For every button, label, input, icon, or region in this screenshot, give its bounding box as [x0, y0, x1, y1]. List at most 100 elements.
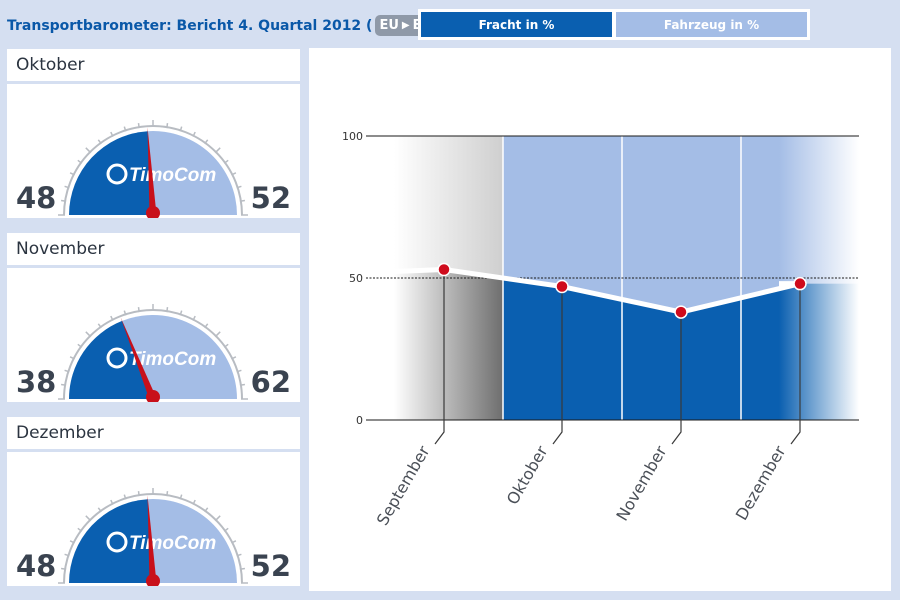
gauge-tick: [214, 331, 221, 338]
tab-freight[interactable]: Fracht in %: [421, 12, 612, 37]
vehicle-percent: 52: [250, 181, 291, 215]
gauge-tick: [123, 126, 127, 132]
gauge-tick: [166, 490, 169, 497]
month-label: November: [16, 239, 105, 259]
month-header-oktober: Oktober: [7, 49, 300, 81]
gauge-needle: [120, 317, 157, 401]
month-header-november: November: [7, 233, 300, 265]
gauge-tick: [239, 199, 246, 202]
logo-text: TimoCom: [129, 165, 216, 186]
freight-percent: 38: [16, 365, 57, 399]
gauge-tick: [137, 490, 140, 497]
gauge-tick: [179, 310, 183, 316]
gauge-tick: [97, 507, 102, 513]
callout-line: [790, 283, 801, 445]
gauge-tick: [77, 527, 83, 532]
gauge-november: TimoCom: [58, 304, 248, 402]
gauge-card-november: TimoCom 38 62: [7, 268, 300, 402]
top-bar: Transportbarometer: Bericht 4. Quartal 2…: [0, 0, 900, 46]
freight-sector: [69, 131, 153, 215]
gauge-needle: [147, 495, 157, 584]
gauge-tick: [223, 159, 229, 164]
vehicle-sector: [147, 131, 237, 215]
data-point: [555, 279, 569, 294]
gauge-tick: [60, 199, 67, 202]
gauge-tick: [214, 515, 221, 522]
gauge-tick: [137, 122, 140, 129]
logo-text: TimoCom: [129, 533, 216, 554]
gauge-tick: [231, 540, 237, 544]
gauge-hub: [146, 206, 160, 218]
gauge-dezember: TimoCom: [58, 488, 248, 586]
freight-percent: 48: [16, 549, 57, 583]
gauge-tick: [69, 356, 75, 360]
gauge-tick: [97, 323, 102, 329]
gauge-tick: [204, 323, 209, 329]
gauge-tick: [204, 139, 209, 145]
logo-icon: [106, 163, 128, 185]
gauge-oktober: TimoCom: [58, 120, 248, 218]
gauge-tick: [60, 383, 67, 386]
gauge-tick: [60, 567, 67, 570]
gauge-tick: [192, 499, 196, 505]
gauge-tick: [110, 315, 114, 321]
gauge-tick: [179, 126, 183, 132]
data-point: [793, 276, 807, 291]
gauge-needle: [147, 127, 157, 216]
gauge-tick: [77, 159, 83, 164]
data-point: [437, 262, 451, 277]
gauge-tick: [214, 147, 221, 154]
x-tick-label: September: [373, 442, 434, 528]
gauge-tick: [236, 369, 242, 373]
trend-chart: 0 50 100 September Oktober November Dezember: [342, 130, 859, 529]
logo-icon: [106, 347, 128, 369]
gauge-tick: [166, 122, 169, 129]
gauge-tick: [77, 343, 83, 348]
callout-line: [552, 286, 563, 445]
gauge-tick: [239, 567, 246, 570]
gauge-tick: [231, 356, 237, 360]
gauge-card-oktober: TimoCom 48 52: [7, 84, 300, 218]
gauge-tick: [223, 343, 229, 348]
x-tick-label: Oktober: [503, 442, 552, 508]
report-title: Transportbarometer: Bericht 4. Quartal 2…: [7, 15, 445, 36]
gauge-tick: [64, 553, 70, 557]
freight-sector: [69, 320, 153, 399]
report-title-text: Transportbarometer: Bericht 4. Quartal 2…: [7, 17, 373, 34]
tab-vehicle[interactable]: Fahrzeug in %: [616, 12, 807, 37]
gauge-tick: [166, 306, 169, 313]
gauge-tick: [123, 494, 127, 500]
vehicle-percent: 52: [250, 549, 291, 583]
gauge-tick: [85, 147, 92, 154]
freight-percent: 48: [16, 181, 57, 215]
gauge-tick: [69, 172, 75, 176]
logo-icon: [106, 531, 128, 553]
x-tick-label: Dezember: [732, 442, 790, 523]
gauge-card-dezember: TimoCom 48 52: [7, 452, 300, 586]
gauge-tick: [231, 172, 237, 176]
freight-sector: [69, 499, 153, 583]
gauge-tick: [110, 499, 114, 505]
gauge-tick: [137, 306, 140, 313]
vehicle-percent: 62: [250, 365, 291, 399]
data-point: [674, 305, 688, 319]
y-tick-label: 50: [349, 272, 363, 285]
timocom-logo: TimoCom: [106, 347, 216, 370]
gauge-ticks: [58, 304, 248, 400]
area-quarter: [503, 276, 800, 420]
gauge-tick: [85, 331, 92, 338]
chart-panel: 0 50 100 September Oktober November Dezember: [309, 48, 891, 591]
callout-line: [434, 269, 445, 445]
gauge-ticks: [58, 488, 248, 584]
logo-text: TimoCom: [129, 349, 216, 370]
route-from: EU: [379, 18, 399, 33]
y-tick-label: 100: [342, 130, 363, 143]
gauge-tick: [236, 185, 242, 189]
area-past: [394, 269, 503, 420]
x-tick-label: November: [612, 442, 670, 524]
gauge-tick: [64, 185, 70, 189]
view-tabs: Fracht in % Fahrzeug in %: [418, 9, 810, 40]
callout-line: [671, 312, 682, 445]
gauge-hub: [146, 574, 160, 586]
gauge-tick: [110, 131, 114, 137]
